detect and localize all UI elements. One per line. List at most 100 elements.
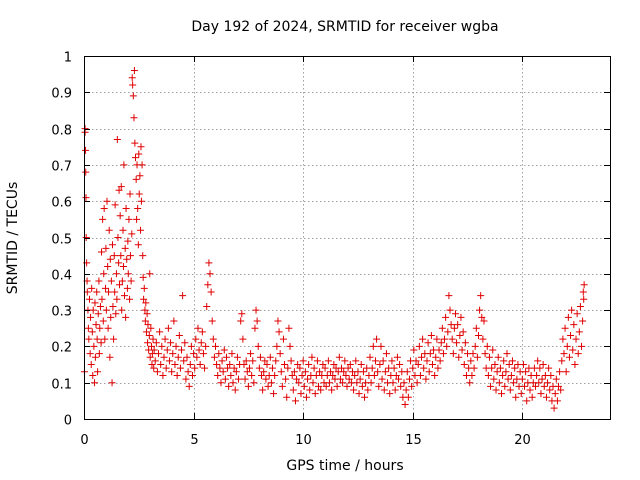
data-point	[91, 379, 99, 387]
data-point	[229, 379, 237, 387]
data-point	[221, 375, 229, 383]
data-point	[488, 364, 496, 372]
y-tick-label: 1	[64, 51, 72, 66]
data-point	[119, 226, 127, 234]
data-point	[267, 379, 275, 387]
data-point	[228, 350, 236, 358]
data-point	[289, 386, 297, 394]
data-point	[479, 335, 487, 343]
data-point	[89, 371, 97, 379]
data-point	[447, 321, 455, 329]
data-point	[94, 310, 102, 318]
data-point	[511, 364, 519, 372]
data-point	[122, 204, 130, 212]
data-point	[218, 357, 226, 365]
data-point	[178, 346, 186, 354]
data-point	[496, 364, 504, 372]
data-point	[120, 161, 128, 169]
data-point	[139, 273, 147, 281]
data-point	[460, 361, 468, 369]
data-point	[185, 382, 193, 390]
data-point	[444, 328, 452, 336]
data-point	[353, 379, 361, 387]
data-point	[195, 346, 203, 354]
data-point	[330, 361, 338, 369]
data-point	[519, 361, 527, 369]
chart-title: Day 192 of 2024, SRMTID for receiver wgb…	[191, 19, 498, 35]
data-point	[392, 371, 400, 379]
data-point	[547, 371, 555, 379]
data-point	[232, 368, 240, 376]
data-point	[572, 335, 580, 343]
y-tick-label: 0.6	[51, 196, 72, 211]
data-point	[475, 332, 482, 340]
data-point	[528, 393, 536, 401]
data-point	[134, 204, 142, 212]
y-axis-label: SRMTID / TECUs	[5, 182, 21, 295]
data-point	[133, 215, 141, 223]
data-point	[126, 295, 134, 303]
data-point	[345, 375, 353, 383]
data-point	[441, 335, 449, 343]
data-point	[375, 382, 383, 390]
data-point	[212, 342, 219, 350]
points-layer	[80, 67, 588, 412]
data-point	[147, 324, 155, 332]
data-point	[422, 375, 430, 383]
data-point	[203, 302, 211, 310]
data-point	[494, 353, 502, 361]
data-point	[546, 386, 554, 394]
data-point	[393, 353, 401, 361]
data-point	[145, 332, 153, 340]
data-point	[371, 357, 379, 365]
data-point	[131, 139, 139, 147]
data-point	[96, 324, 104, 332]
data-point	[148, 350, 156, 358]
data-point	[106, 353, 114, 361]
data-point	[252, 306, 260, 314]
data-point	[222, 353, 230, 361]
data-point	[499, 371, 507, 379]
data-point	[311, 390, 319, 398]
data-point	[168, 368, 176, 376]
data-point	[227, 371, 235, 379]
data-point	[295, 379, 303, 387]
data-point	[316, 368, 324, 376]
data-point	[173, 371, 181, 379]
data-point	[476, 306, 484, 314]
data-point	[144, 339, 152, 347]
data-point	[119, 263, 127, 271]
data-point	[183, 353, 191, 361]
data-point	[428, 361, 436, 369]
data-point	[389, 379, 397, 387]
data-point	[141, 317, 149, 325]
data-point	[436, 357, 444, 365]
data-point	[401, 400, 409, 408]
data-point	[487, 382, 495, 390]
data-point	[469, 350, 477, 358]
data-point	[378, 375, 386, 383]
data-point	[425, 368, 433, 376]
data-point	[506, 386, 514, 394]
data-point	[243, 368, 251, 376]
data-point	[111, 201, 119, 209]
data-point	[100, 204, 108, 212]
data-point	[205, 259, 213, 267]
data-point	[495, 379, 503, 387]
data-point	[102, 306, 110, 314]
data-point	[93, 335, 101, 343]
data-point	[279, 335, 287, 343]
y-tick-label: 0	[64, 414, 72, 429]
data-point	[171, 361, 179, 369]
data-point	[381, 368, 389, 376]
data-point	[570, 321, 578, 329]
data-point	[264, 382, 272, 390]
data-point	[278, 382, 286, 390]
data-point	[101, 335, 109, 343]
data-point	[126, 190, 134, 198]
data-point	[210, 353, 218, 361]
data-point	[110, 335, 118, 343]
data-point	[366, 353, 374, 361]
data-point	[242, 357, 250, 365]
